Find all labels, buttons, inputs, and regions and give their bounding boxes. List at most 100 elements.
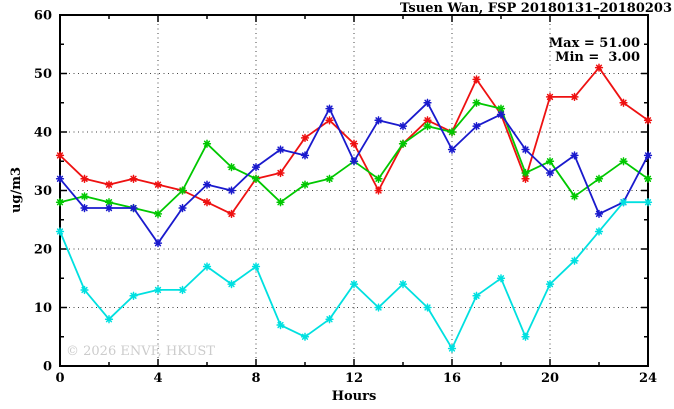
- y-tick-label-20: 20: [34, 243, 52, 258]
- marker-red-h22: [594, 63, 604, 72]
- marker-green-h8: [251, 174, 261, 183]
- marker-blue-h17: [472, 122, 481, 131]
- marker-green-h5: [178, 186, 187, 195]
- marker-green-h7: [227, 162, 236, 172]
- marker-red-h12: [349, 139, 359, 148]
- marker-cyan-h10: [300, 332, 310, 341]
- marker-blue-h1: [80, 203, 89, 213]
- marker-cyan-h5: [178, 285, 187, 295]
- marker-cyan-h0: [55, 227, 65, 236]
- marker-red-h24: [643, 116, 653, 125]
- y-tick-label-10: 10: [34, 301, 52, 316]
- marker-blue-h20: [545, 168, 555, 178]
- marker-cyan-h17: [472, 291, 481, 300]
- marker-green-h2: [104, 198, 114, 207]
- marker-red-h20: [545, 92, 555, 102]
- marker-red-h10: [300, 133, 310, 142]
- marker-cyan-h24: [643, 198, 653, 207]
- marker-red-h6: [202, 198, 212, 207]
- marker-green-h13: [374, 174, 383, 183]
- marker-blue-h16: [447, 145, 457, 154]
- marker-cyan-h18: [496, 274, 506, 283]
- chart-title: Tsuen Wan, FSP 20180131–20180203: [400, 1, 672, 16]
- min-annotation: Min = 3.00: [555, 50, 640, 65]
- marker-green-h22: [594, 174, 604, 183]
- marker-cyan-h7: [227, 279, 236, 289]
- marker-green-h24: [643, 174, 653, 183]
- marker-green-h21: [570, 192, 579, 201]
- marker-green-h11: [325, 174, 334, 183]
- marker-cyan-h2: [104, 315, 114, 324]
- marker-blue-h6: [202, 180, 212, 189]
- marker-red-h13: [374, 186, 383, 195]
- max-annotation: Max = 51.00: [549, 36, 640, 51]
- marker-red-h1: [80, 174, 89, 183]
- marker-red-h0: [55, 151, 65, 160]
- marker-blue-h15: [423, 98, 432, 107]
- marker-cyan-h14: [398, 279, 408, 289]
- marker-green-h16: [447, 127, 457, 137]
- y-tick-label-40: 40: [34, 126, 52, 141]
- marker-red-h4: [153, 180, 163, 189]
- marker-blue-h2: [104, 203, 114, 213]
- marker-red-h3: [129, 174, 138, 183]
- marker-red-h15: [423, 116, 432, 125]
- marker-cyan-h6: [202, 262, 212, 271]
- marker-red-h23: [619, 98, 628, 107]
- marker-green-h1: [80, 192, 89, 201]
- marker-cyan-h13: [374, 303, 383, 312]
- watermark: © 2026 ENVF, HKUST: [66, 344, 215, 359]
- marker-blue-h0: [55, 174, 65, 183]
- marker-red-h7: [227, 209, 236, 219]
- marker-green-h19: [521, 168, 530, 178]
- marker-blue-h12: [349, 157, 359, 166]
- marker-cyan-h21: [570, 256, 579, 265]
- x-tick-label-20: 20: [541, 371, 559, 386]
- x-axis-label: Hours: [332, 389, 377, 404]
- marker-cyan-h23: [619, 198, 628, 207]
- marker-cyan-h3: [129, 291, 138, 300]
- y-tick-label-0: 0: [43, 360, 52, 375]
- x-tick-label-0: 0: [55, 371, 64, 386]
- marker-blue-h10: [300, 151, 310, 160]
- marker-green-h4: [153, 209, 163, 219]
- marker-blue-h24: [643, 151, 653, 160]
- marker-cyan-h9: [276, 320, 285, 330]
- marker-red-h9: [276, 168, 285, 178]
- marker-cyan-h1: [80, 285, 89, 295]
- marker-cyan-h19: [521, 332, 530, 341]
- marker-blue-h19: [521, 145, 530, 154]
- marker-cyan-h22: [594, 227, 604, 236]
- marker-blue-h18: [496, 110, 506, 119]
- marker-blue-h13: [374, 116, 383, 125]
- marker-green-h15: [423, 122, 432, 131]
- marker-cyan-h20: [545, 279, 555, 289]
- y-tick-label-50: 50: [34, 67, 52, 82]
- y-axis-label: ug/m3: [9, 167, 24, 213]
- marker-green-h17: [472, 98, 481, 107]
- marker-cyan-h16: [447, 344, 457, 353]
- marker-red-h2: [104, 180, 114, 189]
- marker-cyan-h12: [349, 279, 359, 289]
- marker-red-h11: [325, 116, 334, 125]
- marker-green-h9: [276, 198, 285, 207]
- marker-red-h21: [570, 92, 579, 102]
- marker-blue-h22: [594, 209, 604, 219]
- marker-blue-h14: [398, 122, 408, 131]
- marker-green-h10: [300, 180, 310, 189]
- marker-cyan-h15: [423, 303, 432, 312]
- marker-green-h14: [398, 139, 408, 148]
- marker-green-h23: [619, 157, 628, 166]
- marker-blue-h3: [129, 203, 138, 213]
- marker-green-h20: [545, 157, 555, 166]
- x-tick-label-8: 8: [251, 371, 260, 386]
- marker-green-h18: [496, 104, 506, 113]
- y-tick-label-30: 30: [34, 184, 52, 199]
- marker-green-h0: [55, 198, 65, 207]
- marker-cyan-h11: [325, 315, 334, 324]
- plot-area: 0 10 20 30 40 50 60 0 4 8 12 16 20 24: [34, 9, 657, 387]
- marker-blue-h11: [325, 104, 334, 113]
- y-tick-label-60: 60: [34, 9, 52, 24]
